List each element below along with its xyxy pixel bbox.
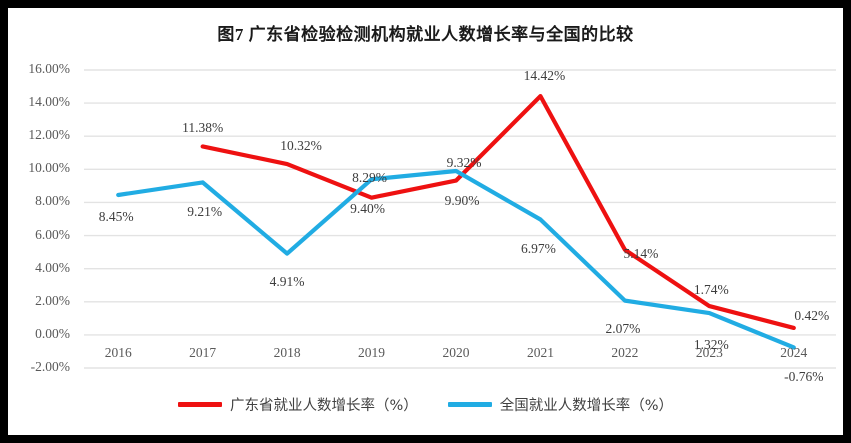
y-axis-tick-label: 14.00% — [28, 94, 70, 110]
data-label-national: 9.40% — [350, 201, 385, 217]
x-axis-tick-label: 2023 — [695, 345, 723, 360]
legend-color-swatch — [447, 402, 492, 407]
y-axis-tick-label: 16.00% — [28, 61, 70, 76]
data-label-guangdong: 8.29% — [352, 169, 387, 185]
data-label-national: 6.97% — [521, 241, 556, 257]
chart-canvas — [84, 69, 836, 369]
y-axis-tick-label: -2.00% — [30, 359, 70, 374]
legend-color-swatch — [177, 402, 222, 407]
y-axis-tick-label: 0.00% — [35, 325, 70, 341]
y-axis-tick-label: 10.00% — [28, 160, 70, 176]
x-axis-tick-label: 2016 — [104, 345, 132, 360]
data-label-national: 4.91% — [269, 273, 305, 289]
data-label-national: 9.21% — [187, 204, 223, 220]
y-axis-tick-label: 12.00% — [28, 127, 70, 143]
plot-area: 16.00% 14.00% 12.00% 10.00% 8.00% 6.00% 4.00% 2… — [8, 8, 843, 435]
y-axis-tick-label: 8.00% — [35, 193, 70, 209]
y-axis-tick-label: 6.00% — [35, 226, 70, 242]
legend-national[interactable]: 全国就业人数增长率（%） — [447, 394, 674, 415]
data-label-guangdong: 10.32% — [280, 138, 322, 154]
line-series-national — [116, 168, 796, 350]
data-label-national: 8.45% — [98, 208, 134, 224]
data-label-national: -0.76% — [784, 369, 824, 385]
x-axis-tick-label: 2019 — [358, 345, 386, 360]
legend-label: 全国就业人数增长率（%） — [499, 398, 674, 414]
x-axis-tick-label: 2024 — [780, 345, 808, 360]
y-axis-tick-label: 2.00% — [35, 292, 70, 308]
data-label-national: 2.07% — [605, 320, 641, 336]
data-label-national: 9.90% — [444, 192, 480, 208]
legend-label: 广东省就业人数增长率（%） — [229, 398, 418, 414]
data-label-national: 1.32% — [693, 337, 729, 353]
x-axis-tick-label: 2021 — [526, 345, 554, 360]
chart-frame: 图7 广东省检验检测机构就业人数增长率与全国的比较 16.00% 14.00% 12… — [8, 8, 843, 435]
x-axis-tick-label: 2017 — [189, 345, 217, 360]
x-axis-tick-label: 2022 — [611, 345, 639, 360]
chart-legend: 广东省就业人数增长率（%） 全国就业人数增长率（%） — [8, 394, 843, 415]
data-label-guangdong: 9.32% — [446, 154, 482, 170]
y-axis-tick-label: 4.00% — [35, 259, 70, 275]
data-label-guangdong: 14.42% — [523, 68, 566, 84]
x-axis-tick-label: 2018 — [273, 345, 301, 360]
data-label-guangdong: 0.42% — [794, 307, 830, 323]
x-axis-tick-label: 2020 — [442, 345, 470, 360]
legend-guangdong[interactable]: 广东省就业人数增长率（%） — [177, 394, 418, 415]
data-label-guangdong: 5.14% — [623, 245, 659, 261]
data-label-guangdong: 1.74% — [693, 282, 729, 298]
line-series-guangdong — [200, 94, 796, 331]
chart-title: 图7 广东省检验检测机构就业人数增长率与全国的比较 — [217, 25, 634, 44]
data-label-guangdong: 11.38% — [182, 120, 224, 136]
